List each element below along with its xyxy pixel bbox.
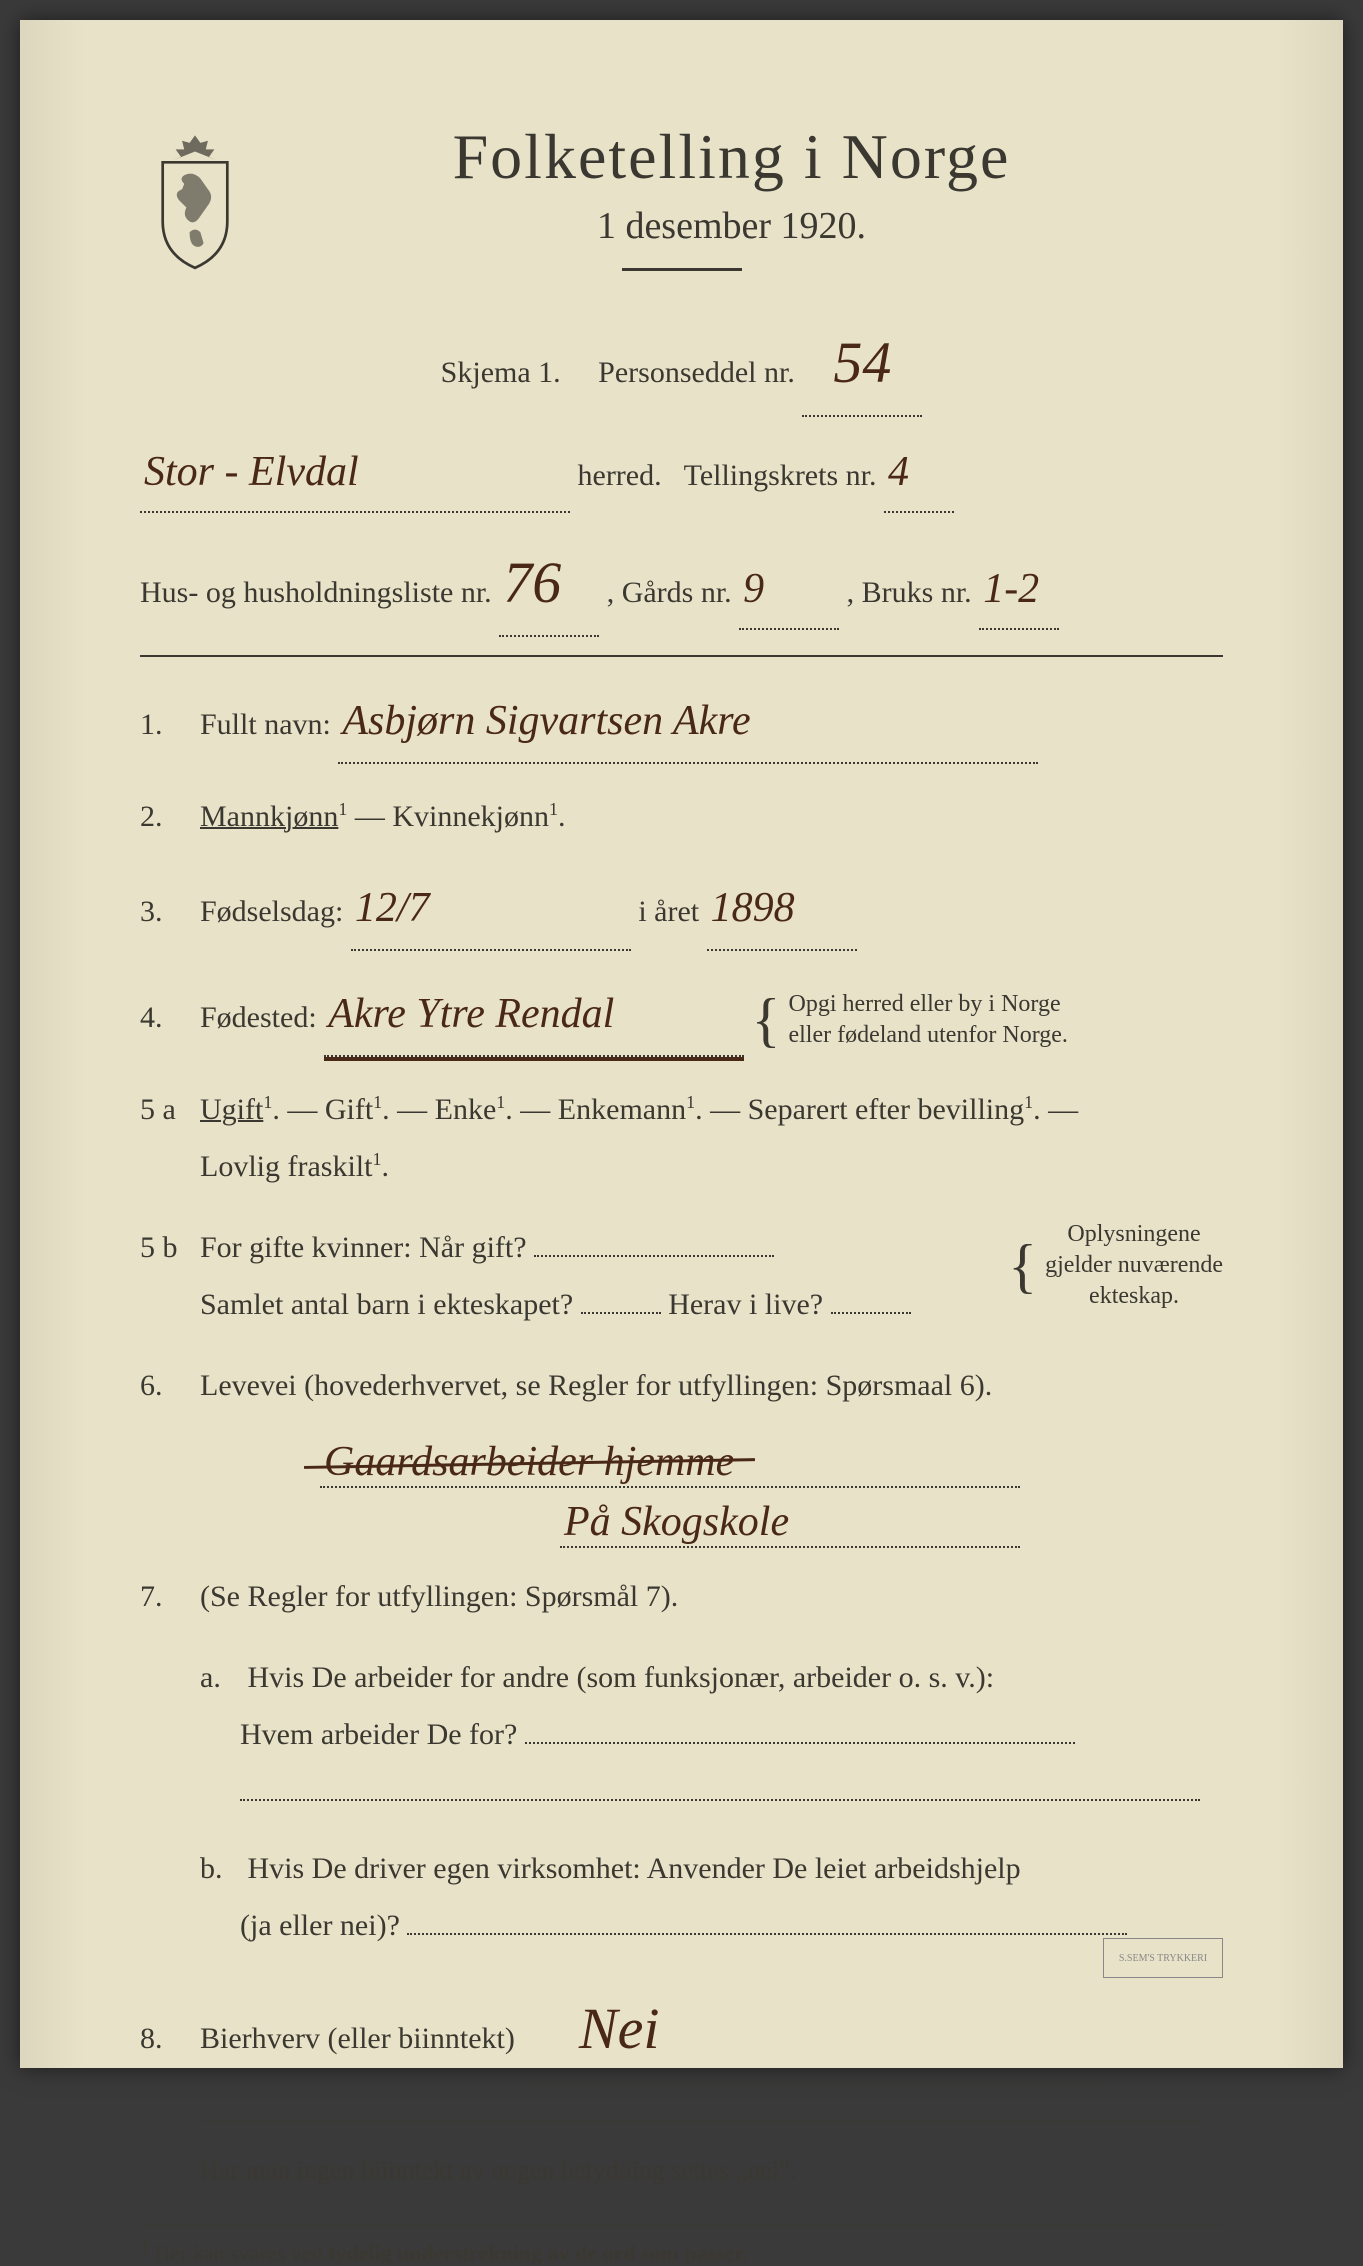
bruks-nr: 1-2 bbox=[983, 552, 1039, 628]
q3-number: 3. bbox=[140, 895, 200, 929]
q5a-enkemann: Enkemann bbox=[558, 1093, 686, 1126]
q3-label: Fødselsdag: bbox=[200, 895, 343, 928]
section-divider bbox=[140, 655, 1223, 657]
q5b-note1: Oplysningene bbox=[1067, 1221, 1200, 1247]
q1-value: Asbjørn Sigvartsen Akre bbox=[342, 682, 750, 762]
title-divider bbox=[622, 268, 742, 271]
q5a-separert: Separert efter bevilling bbox=[748, 1093, 1025, 1126]
question-7: 7. (Se Regler for utfyllingen: Spørsmål … bbox=[140, 1568, 1223, 1625]
bruks-label: , Bruks nr. bbox=[847, 576, 972, 609]
q2-kvinne: Kvinnekjønn bbox=[392, 800, 549, 833]
question-8: 8. Bierhverv (eller biinntekt) Nei bbox=[140, 1974, 1223, 2086]
hushold-line: Hus- og husholdningsliste nr. 76 , Gårds… bbox=[140, 531, 1223, 637]
hushold-nr: 76 bbox=[503, 550, 561, 615]
q5a-gift: Gift bbox=[325, 1093, 373, 1126]
census-form-document: Folketelling i Norge 1 desember 1920. Sk… bbox=[20, 20, 1343, 2068]
coat-of-arms bbox=[140, 130, 250, 270]
q5b-number: 5 b bbox=[140, 1231, 200, 1265]
question-7a: a. Hvis De arbeider for andre (som funks… bbox=[200, 1649, 1223, 1820]
gards-label: , Gårds nr. bbox=[607, 576, 732, 609]
q3-year-label: i året bbox=[638, 895, 699, 928]
tellingskrets-nr: 4 bbox=[888, 435, 909, 511]
q8-label: Bierhverv (eller biinntekt) bbox=[200, 2022, 515, 2055]
q5b-q2: Samlet antal barn i ekteskapet? bbox=[200, 1288, 573, 1321]
question-5b: 5 b For gifte kvinner: Når gift? { Oplys… bbox=[140, 1219, 1223, 1333]
question-2: 2. Mannkjønn1 — Kvinnekjønn1. bbox=[140, 788, 1223, 845]
footnote: 1 Her kan svares ved tydelig understrekn… bbox=[140, 2225, 1223, 2266]
q8-value: Nei bbox=[579, 1996, 660, 2061]
q6-answer-line2: På Skogskole bbox=[560, 1498, 1223, 1548]
herred-line: Stor - Elvdal herred. Tellingskrets nr. … bbox=[140, 435, 1223, 513]
q8-number: 8. bbox=[140, 2022, 200, 2056]
document-title: Folketelling i Norge bbox=[240, 120, 1223, 194]
q5a-number: 5 a bbox=[140, 1093, 200, 1127]
herred-label: herred. bbox=[578, 459, 662, 492]
hushold-label: Hus- og husholdningsliste nr. bbox=[140, 576, 492, 609]
q1-label: Fullt navn: bbox=[200, 708, 331, 741]
question-4: 4. Fødested: Akre Ytre Rendal { Opgi her… bbox=[140, 975, 1223, 1057]
question-7b: b. Hvis De driver egen virksomhet: Anven… bbox=[200, 1840, 1223, 1954]
footnote-marker: 1 bbox=[140, 2236, 149, 2256]
stamp-text: S.SEM'S TRYKKERI bbox=[1119, 1953, 1207, 1964]
document-header: Folketelling i Norge 1 desember 1920. bbox=[140, 120, 1223, 271]
question-1: 1. Fullt navn: Asbjørn Sigvartsen Akre bbox=[140, 682, 1223, 764]
q6-value2: På Skogskole bbox=[564, 1498, 789, 1546]
q5b-q1: For gifte kvinner: Når gift? bbox=[200, 1231, 527, 1264]
footer-note: Har man ingen biinntekt av nogen betydni… bbox=[200, 2148, 1223, 2195]
q1-number: 1. bbox=[140, 708, 200, 742]
q6-number: 6. bbox=[140, 1369, 200, 1403]
q3-day: 12/7 bbox=[355, 869, 430, 949]
q7b-text1: Hvis De driver egen virksomhet: Anvender… bbox=[248, 1852, 1021, 1885]
q6-value1: Gaardsarbeider hjemme bbox=[324, 1438, 734, 1486]
skjema-label: Skjema 1. bbox=[441, 356, 561, 389]
footer-note-text: Har man ingen biinntekt av nogen betydni… bbox=[200, 2156, 796, 2185]
personseddel-label: Personseddel nr. bbox=[598, 356, 795, 389]
q7b-text2: (ja eller nei)? bbox=[240, 1909, 400, 1942]
printer-stamp: S.SEM'S TRYKKERI bbox=[1103, 1938, 1223, 1978]
q7-number: 7. bbox=[140, 1580, 200, 1614]
question-3: 3. Fødselsdag: 12/7 i året 1898 bbox=[140, 869, 1223, 951]
q7a-letter: a. bbox=[200, 1649, 240, 1706]
q7a-text1: Hvis De arbeider for andre (som funksjon… bbox=[248, 1661, 995, 1694]
q2-mann: Mannkjønn bbox=[200, 800, 338, 833]
question-6: 6. Levevei (hovederhvervet, se Regler fo… bbox=[140, 1357, 1223, 1414]
q6-label: Levevei (hovederhvervet, se Regler for u… bbox=[200, 1369, 992, 1402]
q4-value: Akre Ytre Rendal bbox=[328, 975, 614, 1055]
q5a-ugift: Ugift bbox=[200, 1093, 263, 1126]
q4-note1: Opgi herred eller by i Norge bbox=[788, 991, 1060, 1017]
q5b-note2: gjelder nuværende bbox=[1045, 1252, 1223, 1278]
personseddel-nr: 54 bbox=[833, 330, 891, 395]
herred-name: Stor - Elvdal bbox=[144, 435, 359, 511]
gards-nr: 9 bbox=[743, 552, 764, 628]
q5b-q3: Herav i live? bbox=[668, 1288, 823, 1321]
q2-number: 2. bbox=[140, 800, 200, 834]
q5b-note3: ekteskap. bbox=[1089, 1283, 1179, 1309]
form-id-line: Skjema 1. Personseddel nr. 54 bbox=[140, 311, 1223, 417]
question-5a: 5 a Ugift1. — Gift1. — Enke1. — Enkemann… bbox=[140, 1081, 1223, 1195]
q4-note2: eller fødeland utenfor Norge. bbox=[788, 1022, 1067, 1048]
q4-label: Fødested: bbox=[200, 1001, 317, 1034]
q6-answer-line1: Gaardsarbeider hjemme bbox=[320, 1438, 1223, 1488]
q7b-letter: b. bbox=[200, 1840, 240, 1897]
document-subtitle: 1 desember 1920. bbox=[240, 204, 1223, 248]
q7-label: (Se Regler for utfyllingen: Spørsmål 7). bbox=[200, 1580, 678, 1613]
footnote-text: Her kan svares ved tydelig understreknin… bbox=[155, 2240, 748, 2265]
q7a-text2: Hvem arbeider De for? bbox=[240, 1718, 517, 1751]
q3-year: 1898 bbox=[711, 869, 795, 949]
q5a-enke: Enke bbox=[435, 1093, 497, 1126]
tellingskrets-label: Tellingskrets nr. bbox=[684, 459, 877, 492]
q5a-fraskilt: Lovlig fraskilt bbox=[200, 1150, 372, 1183]
q4-number: 4. bbox=[140, 1001, 200, 1035]
